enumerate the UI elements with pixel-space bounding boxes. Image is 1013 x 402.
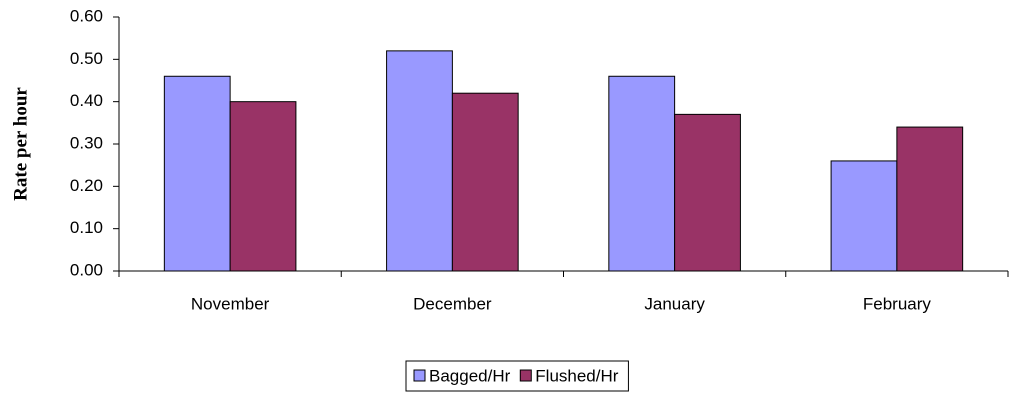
legend-swatch <box>519 369 532 382</box>
legend-label: Bagged/Hr <box>429 366 511 385</box>
y-axis-title: Rate per hour <box>10 87 31 201</box>
bar <box>163 75 231 272</box>
x-tick-label: December <box>413 294 492 313</box>
y-tick-label: 0.00 <box>70 260 103 279</box>
legend-label: Flushed/Hr <box>535 366 618 385</box>
y-tick-label: 0.50 <box>70 49 103 68</box>
bar <box>386 50 453 272</box>
bar <box>896 126 964 272</box>
x-tick-label: January <box>644 294 705 313</box>
legend-swatch <box>413 369 426 382</box>
bar <box>451 92 519 272</box>
y-tick-label: 0.60 <box>70 6 103 25</box>
x-tick-label: February <box>863 294 932 313</box>
y-tick-label: 0.30 <box>70 133 103 152</box>
bar <box>830 160 898 272</box>
legend-box <box>405 360 629 392</box>
bar <box>229 101 297 272</box>
y-tick-label: 0.40 <box>70 91 103 110</box>
y-tick-label: 0.10 <box>70 218 103 237</box>
bar <box>674 113 741 272</box>
legend: Bagged/Hr Flushed/Hr <box>405 360 629 392</box>
x-tick-label: November <box>191 294 270 313</box>
y-tick-label: 0.20 <box>70 176 103 195</box>
bar <box>608 75 676 272</box>
